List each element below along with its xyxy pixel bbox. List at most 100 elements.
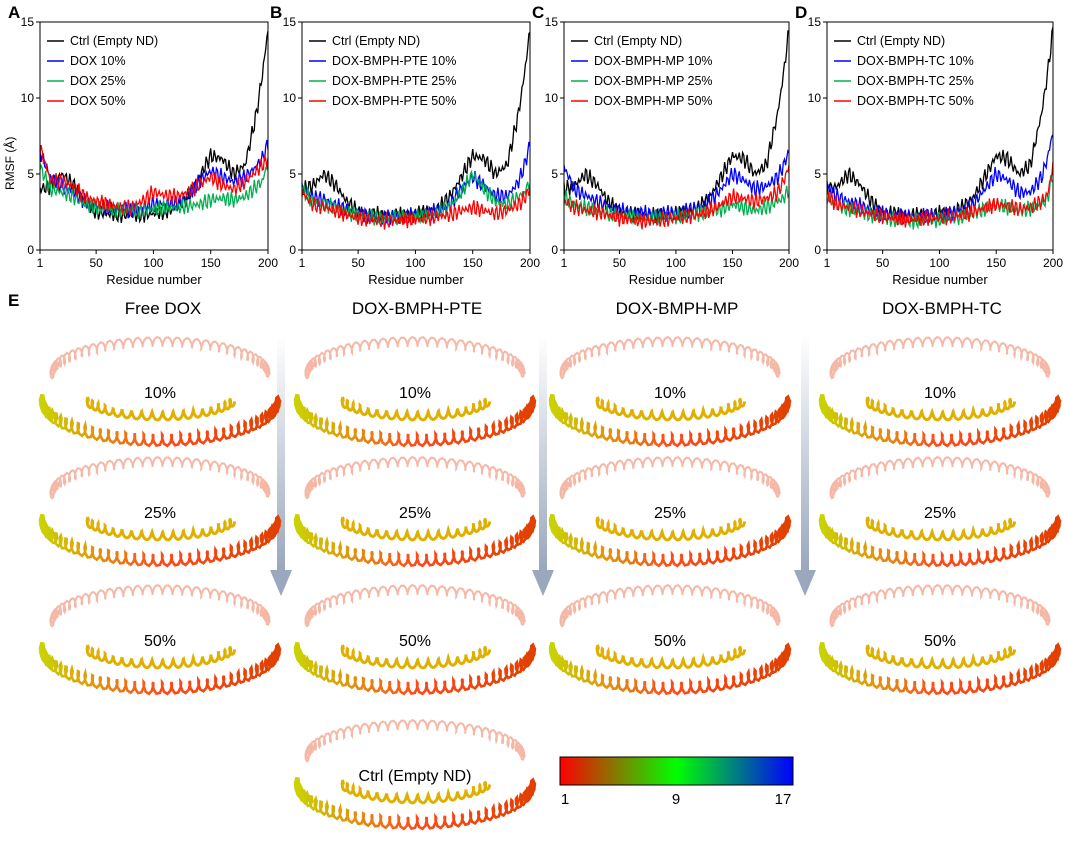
back-helix bbox=[559, 455, 781, 500]
legend-entry: DOX-BMPH-TC 50% bbox=[857, 94, 974, 108]
x-tick-label: 200 bbox=[520, 256, 540, 270]
series-line-4 bbox=[826, 161, 1054, 228]
panel-label-e: E bbox=[8, 291, 19, 310]
front-helix bbox=[818, 514, 1062, 568]
legend-entry: DOX-BMPH-TC 10% bbox=[857, 54, 974, 68]
back-helix bbox=[304, 583, 526, 628]
nanodisc-structures: 10% 25% 50% 10% 25% 50% 10% 25% 50% 10% 25% 50% Ctrl… bbox=[38, 335, 1062, 831]
inner-helix bbox=[340, 779, 492, 805]
column-title-free-dox: Free DOX bbox=[125, 299, 202, 318]
ctrl-label: Ctrl (Empty ND) bbox=[359, 768, 472, 785]
panel-label-a: A bbox=[8, 3, 20, 22]
nanodisc-ring: 50% bbox=[38, 583, 282, 696]
panel-label-b: B bbox=[270, 3, 282, 22]
x-tick-label: 50 bbox=[876, 256, 890, 270]
plot-frame bbox=[39, 21, 269, 251]
legend-entry: DOX 50% bbox=[70, 94, 126, 108]
series-line-4 bbox=[563, 164, 790, 230]
nanodisc-ring: 25% bbox=[38, 455, 282, 568]
y-tick-label: 5 bbox=[551, 167, 558, 181]
y-tick-label: 10 bbox=[283, 91, 297, 105]
nanodisc-ring: 10% bbox=[38, 335, 282, 448]
back-helix bbox=[49, 583, 271, 628]
nanodisc-ring: 10% bbox=[548, 335, 792, 448]
colorbar-tick-max: 17 bbox=[775, 791, 792, 808]
back-helix bbox=[829, 335, 1051, 380]
front-helix bbox=[548, 642, 792, 696]
front-helix bbox=[548, 514, 792, 568]
legend-entry: Ctrl (Empty ND) bbox=[332, 34, 420, 48]
x-tick-label: 50 bbox=[351, 256, 365, 270]
plot-frame bbox=[826, 21, 1054, 251]
y-tick-label: 15 bbox=[21, 15, 35, 29]
trend-arrow-2 bbox=[532, 335, 554, 596]
inner-helix bbox=[865, 396, 1017, 422]
y-tick-label: 15 bbox=[545, 15, 559, 29]
nanodisc-ring: 25% bbox=[818, 455, 1062, 568]
nanodisc-ring: 50% bbox=[293, 583, 537, 696]
back-helix bbox=[829, 583, 1051, 628]
y-tick-label: 0 bbox=[27, 243, 34, 257]
legend-entry: DOX-BMPH-PTE 10% bbox=[332, 54, 456, 68]
y-tick-label: 15 bbox=[283, 15, 297, 29]
x-tick-label: 1 bbox=[824, 256, 831, 270]
concentration-label: 25% bbox=[144, 505, 176, 522]
front-helix bbox=[38, 394, 282, 448]
legend-entry: DOX-BMPH-MP 50% bbox=[594, 94, 713, 108]
series-line-4 bbox=[39, 144, 269, 216]
x-tick-label: 150 bbox=[722, 256, 742, 270]
x-tick-label: 150 bbox=[986, 256, 1006, 270]
nanodisc-ring: 50% bbox=[548, 583, 792, 696]
y-tick-label: 5 bbox=[814, 167, 821, 181]
plot-frame bbox=[301, 21, 531, 251]
inner-helix bbox=[85, 516, 237, 542]
panel-label-c: C bbox=[532, 3, 544, 22]
front-helix bbox=[293, 514, 537, 568]
inner-helix bbox=[340, 644, 492, 670]
legend-entry: DOX 25% bbox=[70, 74, 126, 88]
y-tick-label: 10 bbox=[21, 91, 35, 105]
back-helix bbox=[304, 335, 526, 380]
series-line-3 bbox=[39, 161, 269, 220]
x-tick-label: 100 bbox=[666, 256, 686, 270]
x-tick-label: 1 bbox=[37, 256, 44, 270]
y-tick-label: 5 bbox=[289, 167, 296, 181]
inner-helix bbox=[595, 516, 747, 542]
concentration-label: 50% bbox=[924, 633, 956, 650]
plot-frame bbox=[563, 21, 790, 251]
nanodisc-ring: 25% bbox=[548, 455, 792, 568]
trend-arrow-1 bbox=[270, 335, 292, 596]
column-title-dox-bmph-tc: DOX-BMPH-TC bbox=[882, 299, 1002, 318]
x-tick-label: 200 bbox=[779, 256, 799, 270]
series-line-4 bbox=[301, 188, 531, 230]
nanodisc-ring: 50% bbox=[818, 583, 1062, 696]
concentration-label: 10% bbox=[924, 385, 956, 402]
legend-entry: DOX-BMPH-PTE 50% bbox=[332, 94, 456, 108]
concentration-label: 10% bbox=[654, 385, 686, 402]
y-tick-label: 0 bbox=[551, 243, 558, 257]
colorbar-tick-mid: 9 bbox=[672, 791, 680, 808]
front-helix bbox=[818, 394, 1062, 448]
front-helix bbox=[293, 642, 537, 696]
legend-entry: DOX 10% bbox=[70, 54, 126, 68]
inner-helix bbox=[85, 644, 237, 670]
inner-helix bbox=[595, 396, 747, 422]
back-helix bbox=[49, 335, 271, 380]
x-tick-label: 100 bbox=[143, 256, 163, 270]
concentration-label: 50% bbox=[399, 633, 431, 650]
back-helix bbox=[559, 335, 781, 380]
legend-entry: Ctrl (Empty ND) bbox=[857, 34, 945, 48]
concentration-label: 50% bbox=[144, 633, 176, 650]
trend-arrow-3 bbox=[794, 335, 816, 596]
back-helix bbox=[304, 455, 526, 500]
legend-entry: DOX-BMPH-MP 10% bbox=[594, 54, 713, 68]
colorbar-gradient bbox=[559, 756, 794, 786]
x-tick-label: 100 bbox=[405, 256, 425, 270]
y-tick-label: 0 bbox=[289, 243, 296, 257]
legend-entry: Ctrl (Empty ND) bbox=[70, 34, 158, 48]
front-helix bbox=[38, 642, 282, 696]
